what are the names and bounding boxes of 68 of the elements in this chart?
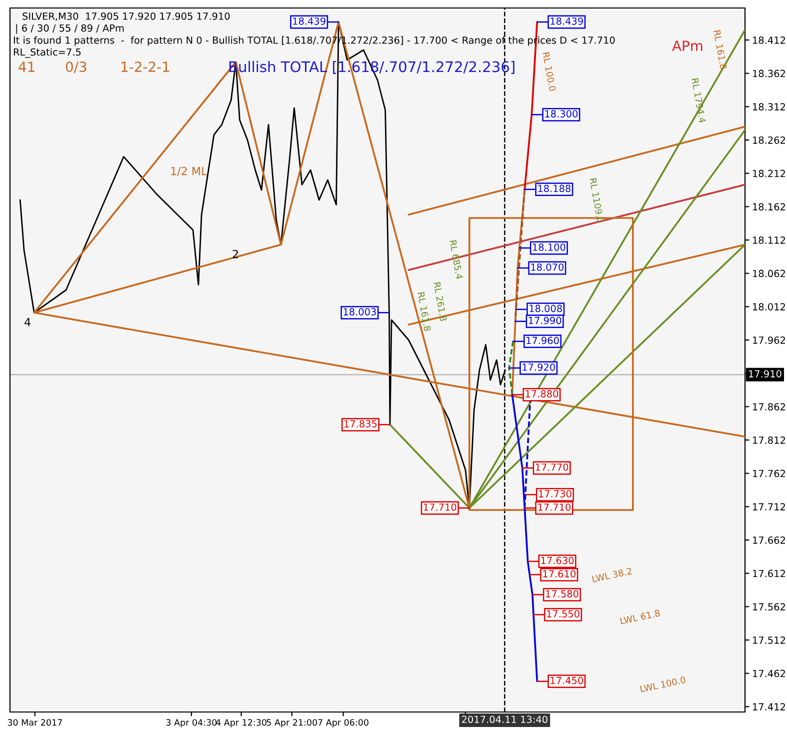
annotation: 2 [232, 250, 238, 258]
annotation: RL 161.8 [418, 292, 431, 332]
annotation: 18.003 [344, 308, 376, 316]
annotation: RL 100.0 [542, 52, 556, 92]
annotation: 1-2-2-1 [122, 62, 170, 72]
x-tick-label: 30 Mar 2017 [8, 719, 62, 726]
y-tick-label: 18.262 [753, 136, 785, 144]
y-tick-label: 17.562 [753, 603, 785, 610]
y-tick-label: 17.412 [753, 703, 785, 710]
chart-title: SILVER,M30 17.905 17.920 17.905 17.910 [22, 12, 230, 21]
annotation: 17.730 [539, 490, 572, 498]
annotation: 41 [18, 62, 34, 72]
annotation: RL 685.4 [450, 240, 464, 280]
y-tick-label: 17.612 [753, 570, 785, 578]
annotation: 4 [24, 318, 30, 326]
annotation: 1/2 ML [171, 166, 208, 176]
y-tick-label: 18.062 [753, 270, 785, 278]
annotation: APm [672, 40, 702, 51]
annotation: 17.580 [546, 590, 578, 598]
x-tick-label: 3 Apr 04:30 [166, 719, 217, 728]
annotation: LWL 61.8 [620, 609, 660, 624]
y-tick-label: 17.462 [753, 670, 785, 678]
annotation: 18.070 [531, 263, 564, 271]
annotation: 17.630 [541, 556, 574, 564]
annotation: 17.770 [536, 463, 568, 471]
y-tick-label: 18.112 [753, 236, 785, 244]
annotation: 17.990 [528, 316, 562, 324]
annotation: 17.450 [550, 676, 583, 684]
x-tick-label: 4 Apr 12:30 [216, 719, 266, 728]
annotation: 17.710 [424, 503, 456, 511]
y-tick-label: 18.412 [753, 36, 785, 44]
text: | 6 / 30 / 55 / 89 / APm [16, 24, 124, 34]
y-tick-label: 18.012 [753, 303, 785, 310]
annotation: 18.188 [538, 184, 571, 192]
annotation: 17.835 [344, 420, 377, 428]
y-tick-label: 17.662 [753, 536, 785, 544]
annotation: 17.960 [526, 336, 559, 344]
annotation: 0/3 [66, 62, 86, 74]
annotation: RL 161.8 [714, 30, 727, 70]
ref-line-label: 17.910 [749, 370, 782, 378]
annotation: RL 261.8 [434, 282, 447, 322]
annotation: 18.439 [550, 17, 583, 25]
ref-line-label: 2017.04.11 13:40 [462, 716, 548, 724]
y-tick-label: 17.712 [753, 503, 785, 510]
annotation: 17.710 [538, 503, 571, 511]
annotation: 18.100 [532, 243, 566, 251]
annotation: 17.920 [522, 363, 555, 371]
annotation: 18.300 [545, 110, 578, 118]
y-tick-label: 17.962 [753, 336, 785, 344]
y-tick-label: 18.362 [753, 70, 785, 78]
y-tick-label: 18.312 [753, 103, 785, 110]
y-tick-label: 18.162 [753, 203, 785, 210]
annotation: 17.550 [547, 610, 580, 618]
x-tick-label: 5 Apr 21:00 [266, 719, 318, 728]
x-tick-label: 7 Apr 06:00 [318, 719, 368, 728]
annotation: LWL 100.0 [640, 676, 686, 692]
annotation: RL 1109.0 [590, 178, 604, 223]
y-tick-label: 18.212 [753, 170, 785, 178]
annotation: 18.008 [530, 304, 562, 312]
y-tick-label: 17.762 [753, 470, 785, 478]
annotation: 18.439 [293, 17, 326, 25]
annotation: RL_Static=7.5 [14, 48, 81, 58]
y-tick-label: 17.862 [753, 403, 785, 410]
annotation: 17.880 [526, 390, 558, 398]
y-tick-label: 17.512 [753, 636, 785, 644]
y-tick-label: 17.812 [753, 436, 785, 444]
annotation: 17.610 [543, 570, 576, 578]
annotation: LWL 38.2 [592, 568, 632, 582]
